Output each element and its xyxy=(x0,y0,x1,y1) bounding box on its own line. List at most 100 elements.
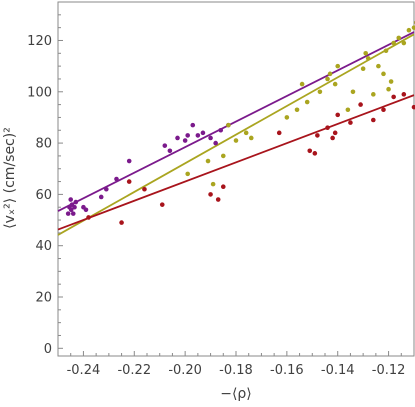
data-point-series-1 xyxy=(175,135,180,141)
data-point-series-1 xyxy=(104,186,109,192)
data-point-series-2 xyxy=(381,71,386,77)
data-point-series-1 xyxy=(72,204,77,210)
data-point-series-1 xyxy=(126,158,132,164)
x-tick-label: -0.12 xyxy=(372,363,406,378)
y-tick-label: 0 xyxy=(44,342,52,357)
fit-line-series-1 xyxy=(57,31,415,212)
data-point-series-1 xyxy=(98,194,104,200)
data-point-series-3 xyxy=(335,112,341,118)
plot-frame xyxy=(57,1,415,357)
data-point-series-3 xyxy=(325,125,330,130)
data-point-series-3 xyxy=(119,220,124,225)
data-point-series-3 xyxy=(332,130,338,136)
data-point-series-2 xyxy=(226,122,231,128)
x-tick-label: -0.24 xyxy=(67,363,101,378)
x-tick-label: -0.16 xyxy=(270,363,304,378)
data-point-series-3 xyxy=(358,102,363,107)
data-point-series-1 xyxy=(190,122,196,128)
data-point-series-2 xyxy=(205,158,211,164)
data-point-series-2 xyxy=(406,27,412,33)
x-axis-ticks: -0.24 -0.22 -0.20 -0.18 -0.16 -0.14 -0.12 xyxy=(57,351,415,378)
data-point-series-1 xyxy=(68,197,74,202)
data-point-series-3 xyxy=(330,135,335,141)
data-point-series-3 xyxy=(126,179,132,184)
data-point-series-3 xyxy=(276,130,282,136)
data-point-series-2 xyxy=(401,40,407,46)
data-point-series-2 xyxy=(411,25,415,30)
y-tick-label: 20 xyxy=(35,291,52,306)
data-point-series-2 xyxy=(376,63,381,69)
data-point-series-1 xyxy=(195,133,201,138)
data-point-series-2 xyxy=(335,63,341,69)
data-point-series-2 xyxy=(327,71,333,77)
data-point-series-2 xyxy=(332,81,338,87)
data-point-series-3 xyxy=(208,192,213,197)
y-axis-ticks: 0 20 40 60 80 100 120 xyxy=(27,14,63,357)
data-point-series-1 xyxy=(213,140,218,146)
y-tick-label: 40 xyxy=(35,239,52,254)
data-point-series-3 xyxy=(215,197,221,202)
data-point-series-2 xyxy=(383,48,389,54)
y-tick-label: 60 xyxy=(35,188,52,203)
data-point-series-1 xyxy=(200,130,206,136)
fit-line-series-2 xyxy=(57,33,415,236)
y-tick-label: 100 xyxy=(27,85,52,100)
data-point-series-3 xyxy=(411,104,415,110)
data-point-series-1 xyxy=(167,148,173,154)
data-point-series-1 xyxy=(68,207,74,213)
data-point-series-3 xyxy=(371,117,376,123)
data-point-series-1 xyxy=(70,211,76,216)
fit-lines xyxy=(57,31,415,236)
data-point-series-3 xyxy=(381,107,386,113)
y-tick-label: 120 xyxy=(27,34,52,49)
x-tick-label: -0.20 xyxy=(168,363,202,378)
plot-area-border xyxy=(57,1,415,357)
data-point-series-2 xyxy=(294,107,300,113)
data-point-series-1 xyxy=(182,138,188,143)
data-point-series-2 xyxy=(388,79,394,84)
data-point-series-3 xyxy=(348,120,353,125)
data-point-series-1 xyxy=(65,211,71,216)
data-point-series-2 xyxy=(299,81,305,87)
x-axis-label: −⟨ρ⟩ xyxy=(220,386,252,402)
data-point-series-2 xyxy=(317,89,323,95)
data-point-series-2 xyxy=(325,76,330,82)
data-point-series-3 xyxy=(391,94,396,100)
data-point-series-3 xyxy=(142,186,147,192)
y-axis-label: ⟨vₓ²⟩ (cm/sec)² xyxy=(2,127,18,229)
data-point-series-2 xyxy=(365,56,371,61)
data-point-series-3 xyxy=(220,184,226,189)
data-point-series-1 xyxy=(162,143,168,148)
data-point-series-2 xyxy=(233,138,239,143)
data-point-series-1 xyxy=(114,176,119,182)
data-point-series-2 xyxy=(350,89,356,95)
data-point-series-2 xyxy=(386,86,391,92)
data-point-series-2 xyxy=(185,171,190,177)
data-point-series-2 xyxy=(345,107,351,113)
data-point-series-2 xyxy=(363,51,368,56)
data-point-series-3 xyxy=(159,202,165,207)
data-point-series-2 xyxy=(210,181,216,187)
data-point-series-2 xyxy=(304,99,310,105)
y-tick-label: 80 xyxy=(35,137,52,152)
data-point-series-1 xyxy=(73,199,79,205)
data-point-series-2 xyxy=(391,40,396,46)
x-tick-label: -0.14 xyxy=(321,363,355,378)
data-point-series-1 xyxy=(83,207,89,213)
data-point-series-3 xyxy=(312,151,318,156)
data-point-series-3 xyxy=(86,215,91,220)
fit-line-series-3 xyxy=(57,94,415,231)
data-point-series-1 xyxy=(185,133,190,138)
data-point-series-2 xyxy=(220,153,226,159)
data-point-series-2 xyxy=(396,35,402,41)
data-point-series-2 xyxy=(248,135,254,141)
data-point-series-1 xyxy=(218,127,224,133)
x-tick-label: -0.22 xyxy=(117,363,151,378)
data-points xyxy=(65,20,415,225)
data-point-series-2 xyxy=(371,92,376,97)
data-point-series-2 xyxy=(243,130,249,136)
data-point-series-2 xyxy=(284,115,290,120)
data-point-series-3 xyxy=(315,133,320,138)
data-point-series-3 xyxy=(307,148,313,154)
